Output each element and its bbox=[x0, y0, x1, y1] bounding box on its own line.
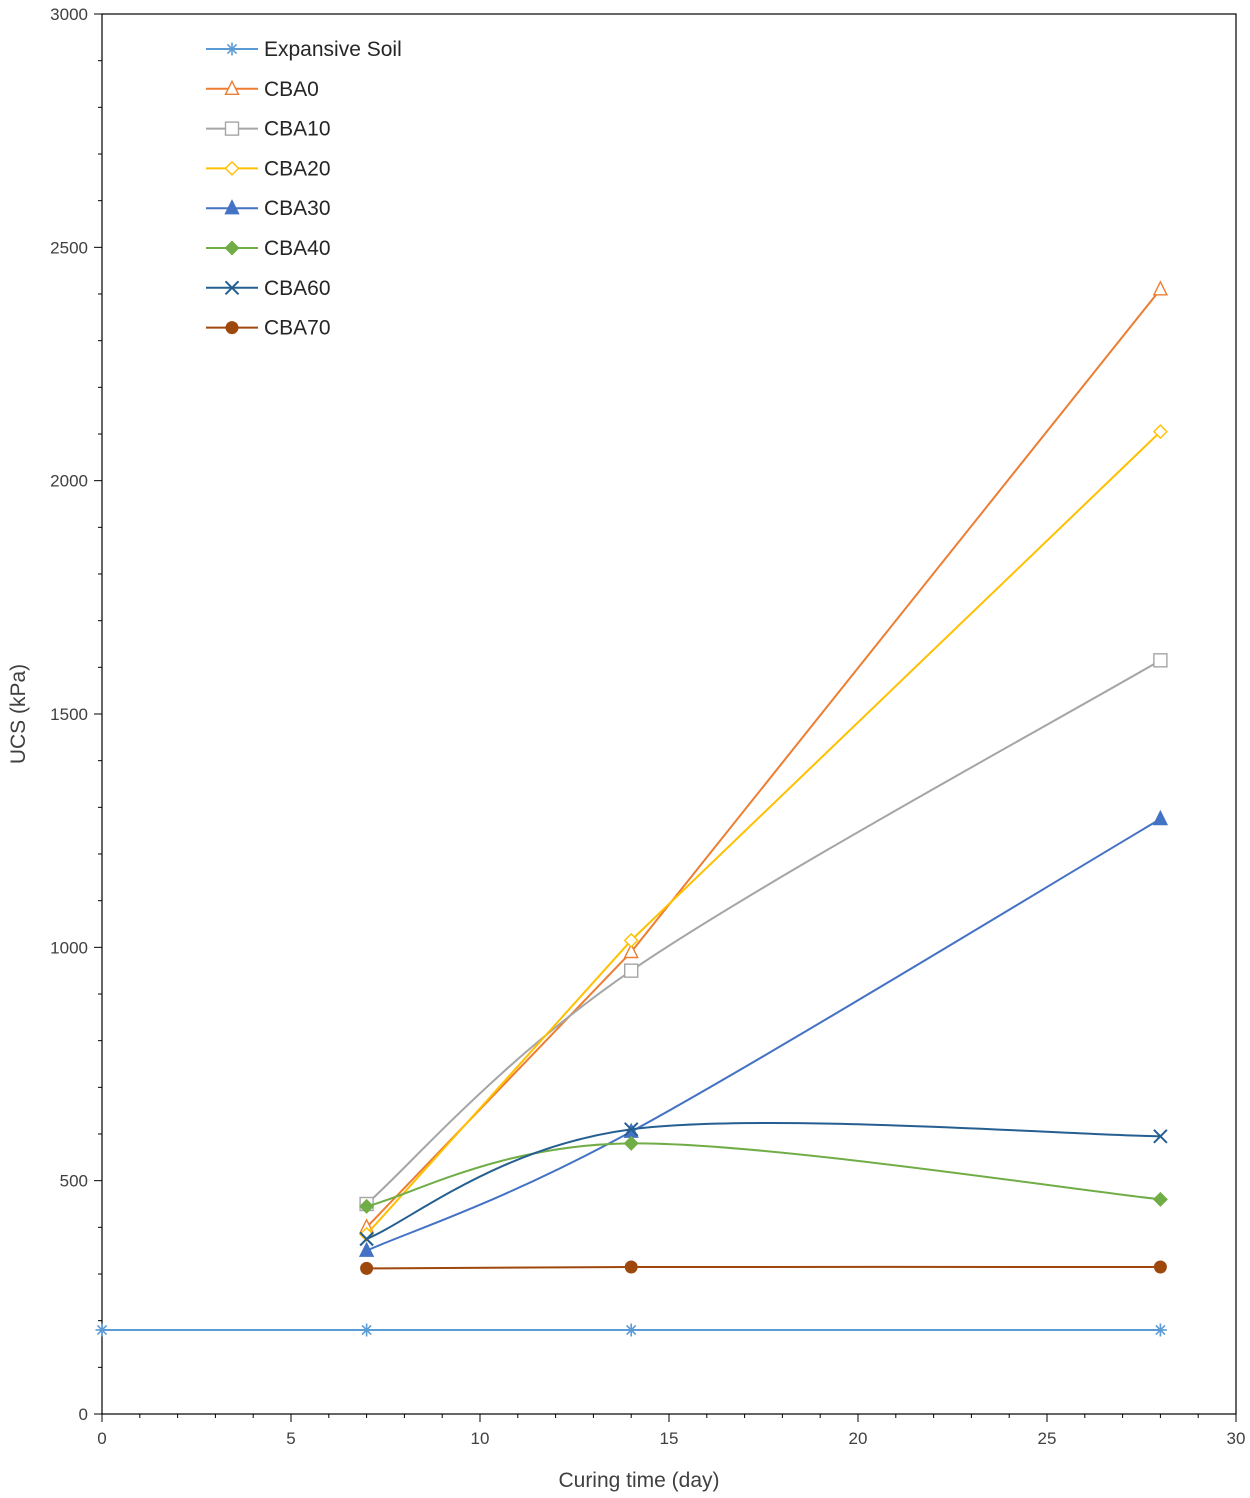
axes: 0 500 1000 1500 2000 2500 3000 0 5 10 15 20 25 30 bbox=[50, 5, 1245, 1448]
x-tick-label: 20 bbox=[849, 1429, 868, 1448]
series-line-cba0 bbox=[365, 288, 1162, 1229]
legend-label-cba20: CBA20 bbox=[264, 157, 331, 180]
y-tick-label: 1500 bbox=[50, 705, 88, 724]
series-cba20 bbox=[359, 424, 1168, 1242]
series-cba10 bbox=[359, 653, 1168, 1212]
x-tick-label: 0 bbox=[97, 1429, 106, 1448]
legend-marker-cba20 bbox=[224, 160, 240, 176]
y-tick-label: 0 bbox=[79, 1405, 88, 1424]
legend-marker-cba10 bbox=[224, 121, 240, 136]
series-expansive-soil bbox=[95, 1323, 1167, 1337]
legend-label-cba30: CBA30 bbox=[264, 197, 331, 220]
y-tick-label: 2500 bbox=[50, 238, 88, 257]
legend-item-cba20: CBA20 bbox=[206, 157, 331, 180]
legend-item-cba10: CBA10 bbox=[206, 118, 331, 141]
data-point-cba20 bbox=[1152, 424, 1168, 440]
data-point-expansive-soil bbox=[95, 1323, 109, 1337]
data-point-cba0 bbox=[623, 942, 639, 959]
series-cba0 bbox=[358, 280, 1169, 1234]
data-point-cba40 bbox=[1152, 1191, 1168, 1207]
y-tick-label: 1000 bbox=[50, 938, 88, 957]
legend-label-expansive-soil: Expansive Soil bbox=[264, 38, 402, 61]
data-point-cba70 bbox=[360, 1261, 374, 1275]
data-point-cba60 bbox=[359, 1231, 374, 1247]
legend-item-cba30: CBA30 bbox=[206, 197, 331, 220]
legend-marker-cba40 bbox=[224, 240, 240, 256]
x-tick-label: 30 bbox=[1227, 1429, 1246, 1448]
legend-marker-cba60 bbox=[224, 280, 240, 296]
data-point-cba70 bbox=[624, 1260, 638, 1274]
data-point-cba60 bbox=[623, 1122, 639, 1137]
series-cba60 bbox=[359, 1122, 1168, 1247]
legend-item-cba60: CBA60 bbox=[206, 277, 331, 300]
legend-label-cba0: CBA0 bbox=[264, 78, 319, 101]
x-tick-label: 10 bbox=[471, 1429, 490, 1448]
data-point-cba20 bbox=[623, 932, 639, 948]
y-tick-label: 2000 bbox=[50, 472, 88, 491]
series-cba30 bbox=[358, 809, 1169, 1257]
series-line-cba60 bbox=[366, 1122, 1161, 1240]
legend-item-cba70: CBA70 bbox=[206, 317, 331, 340]
legend-marker-cba30 bbox=[224, 199, 240, 215]
data-point-cba10 bbox=[1153, 653, 1168, 668]
plot-area bbox=[95, 280, 1169, 1337]
legend-marker-expansive-soil bbox=[225, 42, 239, 56]
x-tick-label: 5 bbox=[286, 1429, 295, 1448]
data-point-cba30 bbox=[1152, 809, 1169, 826]
series-line-cba70 bbox=[366, 1265, 1161, 1270]
legend-label-cba40: CBA40 bbox=[264, 237, 331, 260]
legend-marker-cba70 bbox=[225, 321, 239, 335]
series-line-cba30 bbox=[366, 818, 1161, 1252]
series-cba70 bbox=[360, 1260, 1167, 1275]
data-point-cba60 bbox=[1153, 1129, 1168, 1144]
legend-marker-cba0 bbox=[224, 79, 240, 96]
data-point-cba70 bbox=[1153, 1260, 1167, 1274]
series-line-cba10 bbox=[365, 659, 1161, 1205]
legend-label-cba70: CBA70 bbox=[264, 317, 331, 340]
legend-item-cba0: CBA0 bbox=[206, 78, 319, 101]
legend-label-cba10: CBA10 bbox=[264, 118, 331, 141]
legend: Expansive Soil CBA0 CBA10 CBA20 CBA30 CBA40 CB… bbox=[206, 38, 402, 340]
y-tick-label: 500 bbox=[60, 1172, 88, 1191]
data-point-cba0 bbox=[1152, 280, 1169, 296]
series-cba40 bbox=[359, 1135, 1168, 1214]
data-point-cba30 bbox=[358, 1241, 375, 1257]
legend-item-cba40: CBA40 bbox=[206, 237, 331, 260]
series-line-cba40 bbox=[366, 1142, 1161, 1208]
x-tick-label: 25 bbox=[1038, 1429, 1057, 1448]
series-line-cba20 bbox=[365, 430, 1162, 1235]
data-point-expansive-soil bbox=[1153, 1323, 1167, 1337]
data-point-expansive-soil bbox=[624, 1323, 638, 1337]
y-axis-title: UCS (kPa) bbox=[7, 664, 30, 764]
legend-label-cba60: CBA60 bbox=[264, 277, 331, 300]
x-axis-title: Curing time (day) bbox=[558, 1469, 719, 1492]
legend-item-expansive-soil: Expansive Soil bbox=[206, 38, 402, 61]
data-point-cba10 bbox=[624, 963, 639, 978]
data-point-cba40 bbox=[359, 1198, 375, 1214]
data-point-expansive-soil bbox=[360, 1323, 374, 1337]
x-tick-label: 15 bbox=[660, 1429, 679, 1448]
y-tick-label: 3000 bbox=[50, 5, 88, 24]
data-point-cba40 bbox=[623, 1135, 639, 1151]
